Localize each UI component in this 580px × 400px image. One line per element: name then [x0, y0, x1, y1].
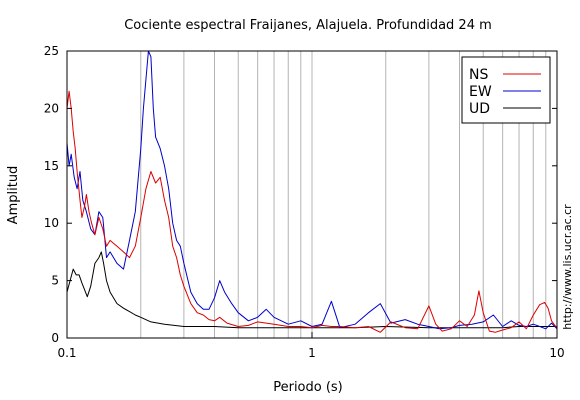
series-line-ew — [66, 50, 558, 330]
y-tick-label: 0 — [51, 331, 59, 345]
x-tick-label: 10 — [549, 346, 564, 360]
x-tick-label: 0.1 — [57, 346, 76, 360]
chart-title: Cociente espectral Fraijanes, Alajuela. … — [124, 18, 492, 33]
legend-label: EW — [469, 84, 492, 100]
series-line-ns — [66, 90, 558, 333]
y-tick-label: 10 — [44, 216, 59, 230]
y-tick-label: 15 — [44, 159, 59, 173]
legend-box — [461, 56, 551, 124]
legend-label: UD — [469, 101, 490, 117]
y-axis-label: Amplitud — [6, 166, 21, 225]
watermark-url: http://www.lis.ucr.ac.cr — [561, 204, 574, 330]
series-layer — [66, 50, 558, 333]
x-tick-label: 1 — [308, 346, 316, 360]
y-tick-label: 5 — [51, 274, 59, 288]
x-axis-label: Periodo (s) — [273, 380, 343, 395]
grid — [140, 51, 547, 338]
y-tick-label: 20 — [44, 101, 59, 115]
legend-label: NS — [469, 67, 488, 83]
y-tick-label: 25 — [44, 44, 59, 58]
axis-ticks: 0 5 10 15 20 25 0.1 1 10 — [44, 44, 565, 360]
